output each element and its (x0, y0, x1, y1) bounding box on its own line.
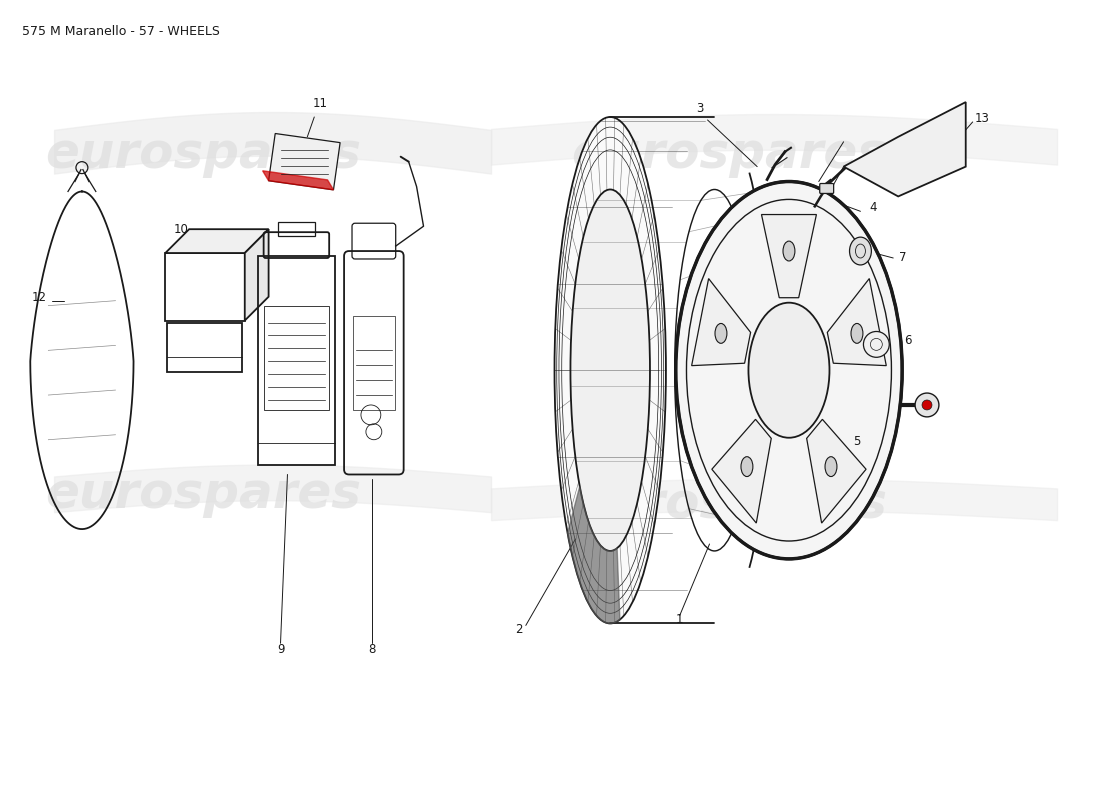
Polygon shape (806, 419, 866, 523)
Text: eurospares: eurospares (45, 470, 361, 518)
Polygon shape (568, 486, 620, 623)
Text: 11: 11 (312, 97, 328, 110)
Text: eurospares: eurospares (571, 130, 888, 178)
Text: 1: 1 (676, 614, 683, 626)
Text: 6: 6 (904, 334, 912, 347)
Text: 12: 12 (32, 290, 46, 304)
Text: eurospares: eurospares (571, 480, 888, 528)
Bar (277, 222, 316, 236)
Ellipse shape (849, 237, 871, 265)
Polygon shape (844, 102, 966, 197)
Polygon shape (263, 170, 333, 190)
Ellipse shape (748, 302, 829, 438)
Circle shape (864, 331, 889, 358)
Ellipse shape (554, 117, 666, 623)
Polygon shape (692, 278, 750, 366)
Ellipse shape (741, 457, 752, 477)
Ellipse shape (715, 323, 727, 343)
Bar (257, 256, 336, 465)
Circle shape (922, 400, 932, 410)
Polygon shape (245, 229, 268, 321)
Bar (353, 315, 395, 410)
Polygon shape (165, 229, 268, 253)
Ellipse shape (571, 190, 650, 551)
Bar (264, 306, 329, 410)
Text: 9: 9 (277, 643, 284, 656)
Text: eurospares: eurospares (45, 130, 361, 178)
FancyBboxPatch shape (820, 183, 834, 194)
Polygon shape (268, 134, 340, 190)
Polygon shape (827, 278, 887, 366)
Text: 13: 13 (976, 112, 990, 125)
Text: 3: 3 (696, 102, 703, 115)
Ellipse shape (675, 182, 902, 559)
Text: 4: 4 (870, 202, 877, 214)
Text: 8: 8 (368, 643, 375, 656)
Text: 5: 5 (852, 434, 860, 448)
Text: 2: 2 (515, 623, 522, 636)
Circle shape (915, 393, 939, 417)
Polygon shape (712, 419, 771, 523)
Text: 575 M Maranello - 57 - WHEELS: 575 M Maranello - 57 - WHEELS (22, 25, 220, 38)
Text: 7: 7 (900, 251, 906, 264)
Polygon shape (761, 214, 816, 298)
Ellipse shape (783, 241, 795, 261)
Ellipse shape (825, 457, 837, 477)
Bar (167, 322, 242, 372)
Ellipse shape (851, 323, 862, 343)
Bar (165, 253, 245, 321)
Text: 10: 10 (174, 223, 188, 236)
